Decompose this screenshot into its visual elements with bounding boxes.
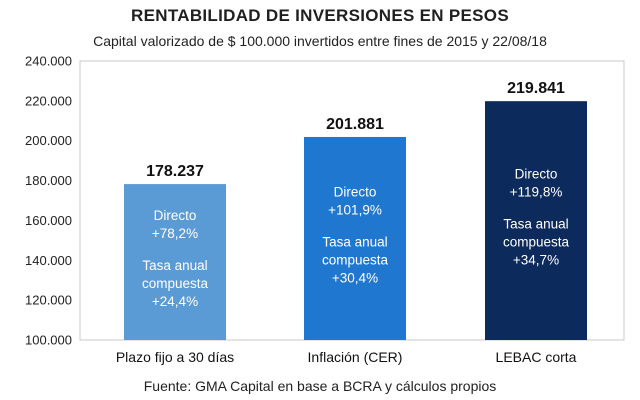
y-axis: 100.000 120.000 140.000 160.000 180.000 200.0… [25, 54, 72, 348]
bar-annotation-directo-value: +119,8% [510, 185, 563, 200]
bar-annotation-directo-label: Directo [334, 184, 377, 199]
bar-annotation-directo-label: Directo [515, 167, 558, 182]
bar [304, 136, 406, 340]
bar-annotation-directo-label: Directo [154, 208, 197, 223]
x-category-label: Plazo fijo a 30 días [116, 349, 234, 365]
bar-annotation-directo-value: +78,2% [152, 226, 198, 241]
chart-title: RENTABILIDAD DE INVERSIONES EN PESOS [131, 6, 509, 25]
bar-annotation-tasa-value: +30,4% [332, 270, 378, 285]
bar [485, 101, 587, 340]
x-category-label: Inflación (CER) [308, 349, 403, 365]
bar-annotation-tasa-value: +24,4% [152, 294, 198, 309]
y-tick-label: 200.000 [25, 133, 72, 148]
bars: 178.237 Directo +78,2% Tasa anual compuesta +… [116, 80, 587, 365]
y-tick-label: 160.000 [25, 213, 72, 228]
bar-annotation-directo-value: +101,9% [328, 202, 382, 217]
chart-subtitle: Capital valorizado de $ 100.000 invertid… [93, 33, 547, 49]
bar-value-label: 219.841 [507, 80, 565, 97]
y-tick-label: 100.000 [25, 333, 72, 348]
bar-annotation-tasa-label: compuesta [503, 235, 570, 250]
source-note: Fuente: GMA Capital en base a BCRA y cál… [143, 378, 497, 394]
bar-annotation-tasa-label: Tasa anual [503, 217, 568, 232]
bar [124, 184, 226, 340]
bar-annotation-tasa-label: Tasa anual [142, 258, 207, 273]
bar-annotation-tasa-label: compuesta [142, 276, 209, 291]
bar-value-label: 201.881 [326, 116, 384, 133]
bar-annotation-tasa-label: compuesta [322, 252, 389, 267]
bar-annotation-tasa-label: Tasa anual [322, 234, 387, 249]
y-tick-label: 140.000 [25, 253, 72, 268]
y-tick-label: 120.000 [25, 293, 72, 308]
x-category-label: LEBAC corta [496, 349, 577, 365]
bar-value-label: 178.237 [146, 163, 204, 180]
y-tick-label: 220.000 [25, 93, 72, 108]
y-tick-label: 240.000 [25, 54, 72, 69]
y-tick-label: 180.000 [25, 173, 72, 188]
bar-annotation-tasa-value: +34,7% [513, 253, 559, 268]
